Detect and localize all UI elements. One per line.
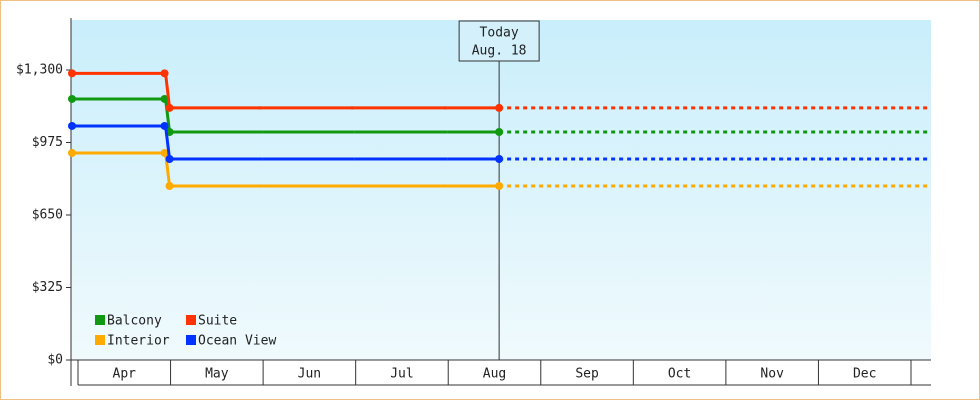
x-tick-label: Nov <box>760 367 784 382</box>
y-tick-label: $325 <box>32 280 63 295</box>
price-point <box>68 121 76 130</box>
price-point <box>165 103 174 112</box>
x-tick-label: Oct <box>668 367 691 382</box>
y-tick-label: $1,300 <box>16 62 63 77</box>
price-point <box>165 181 174 190</box>
x-tick-label: Jul <box>390 367 413 382</box>
x-tick-label: Jun <box>298 367 321 382</box>
y-tick-label: $650 <box>32 207 63 222</box>
today-label: Today <box>480 26 519 41</box>
x-tick-label: Dec <box>853 367 876 382</box>
legend-swatch <box>186 335 196 345</box>
x-tick-label: May <box>205 367 229 382</box>
today-box <box>458 20 540 62</box>
legend-label: Ocean View <box>198 334 276 349</box>
x-tick-label: Aug <box>483 367 506 382</box>
price-drop <box>164 98 172 133</box>
legend-label: Suite <box>198 314 237 329</box>
price-drop <box>164 125 172 160</box>
y-tick-label: $975 <box>32 135 63 150</box>
price-point <box>68 69 76 78</box>
legend-label: Balcony <box>107 314 162 329</box>
legend-swatch <box>186 315 196 325</box>
legend-label: Interior <box>107 334 170 349</box>
x-tick-label: Apr <box>113 367 137 382</box>
price-drop <box>164 73 172 109</box>
price-point <box>165 154 174 163</box>
price-point <box>68 94 76 103</box>
legend-swatch <box>95 335 105 345</box>
price-point <box>68 148 76 157</box>
legend-swatch <box>95 315 105 325</box>
plot-area <box>71 20 931 360</box>
y-tick-label: $0 <box>47 353 63 368</box>
today-label: Aug. 18 <box>472 44 527 59</box>
x-tick-label: Sep <box>575 367 599 382</box>
